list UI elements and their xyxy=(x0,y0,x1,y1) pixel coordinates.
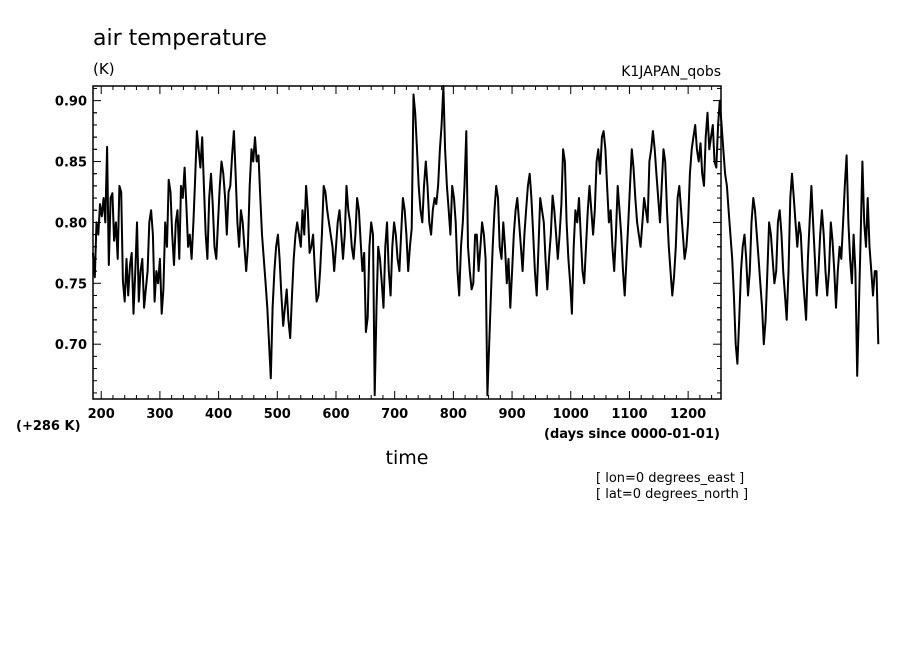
plot-frame xyxy=(92,85,722,400)
x-tick-label: 400 xyxy=(205,407,232,422)
x-axis-ticks: 200 300 400 500 600 700 800 900 1000 1100 1200 xyxy=(88,86,713,422)
y-tick-label: 0.70 xyxy=(55,338,87,353)
units-label: (K) xyxy=(93,60,115,78)
y-tick-label: 0.80 xyxy=(55,216,87,231)
x-tick-label: 500 xyxy=(264,407,291,422)
lon-annotation: [ lon=0 degrees_east ] xyxy=(596,471,744,486)
dataset-label: K1JAPAN_qobs xyxy=(621,64,721,80)
series-line xyxy=(92,85,880,397)
y-tick-label: 0.75 xyxy=(55,277,87,292)
x-tick-label: 1000 xyxy=(553,407,589,422)
x-tick-label: 800 xyxy=(440,407,467,422)
x-tick-label: 700 xyxy=(381,407,408,422)
y-tick-label: 0.90 xyxy=(55,95,87,110)
x-tick-label: 1200 xyxy=(670,407,706,422)
x-tick-label: 900 xyxy=(498,407,525,422)
y-tick-label: 0.85 xyxy=(55,156,87,171)
x-tick-label: 200 xyxy=(88,407,115,422)
x-axis-units: (days since 0000-01-01) xyxy=(544,427,720,442)
offset-label: (+286 K) xyxy=(16,419,81,434)
x-tick-label: 300 xyxy=(146,407,173,422)
lat-annotation: [ lat=0 degrees_north ] xyxy=(596,487,748,502)
x-tick-label: 1100 xyxy=(611,407,647,422)
x-axis-title: time xyxy=(386,447,429,469)
chart-title: air temperature xyxy=(93,26,267,51)
x-tick-label: 600 xyxy=(322,407,349,422)
